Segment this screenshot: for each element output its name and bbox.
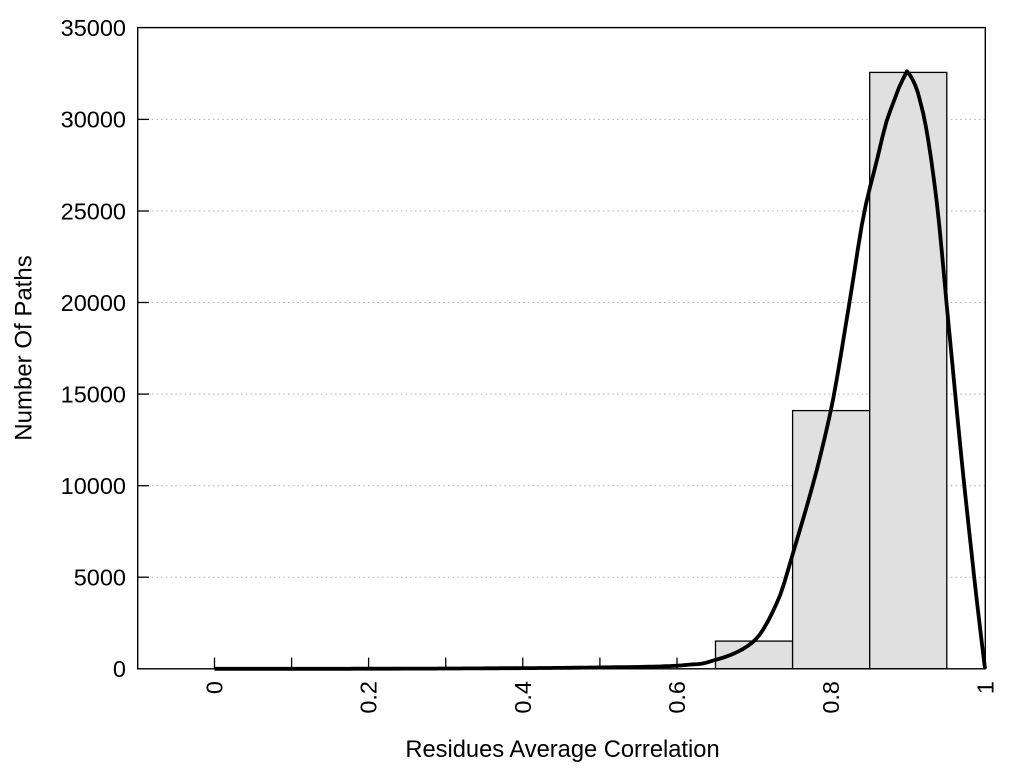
svg-text:10000: 10000 xyxy=(61,473,126,499)
svg-text:Number Of Paths: Number Of Paths xyxy=(11,255,38,440)
svg-text:20000: 20000 xyxy=(61,290,126,316)
svg-text:5000: 5000 xyxy=(74,565,126,591)
svg-text:0.6: 0.6 xyxy=(664,681,690,714)
svg-text:15000: 15000 xyxy=(61,381,126,407)
svg-text:0.2: 0.2 xyxy=(356,681,382,714)
svg-text:0.4: 0.4 xyxy=(510,681,536,714)
svg-text:25000: 25000 xyxy=(61,198,126,224)
svg-text:30000: 30000 xyxy=(61,107,126,133)
svg-text:0: 0 xyxy=(113,656,126,682)
svg-text:35000: 35000 xyxy=(61,15,126,41)
svg-text:Residues Average Correlation: Residues Average Correlation xyxy=(405,737,719,763)
svg-text:0.8: 0.8 xyxy=(818,681,844,714)
svg-text:1: 1 xyxy=(972,681,998,694)
svg-text:0: 0 xyxy=(202,681,228,694)
